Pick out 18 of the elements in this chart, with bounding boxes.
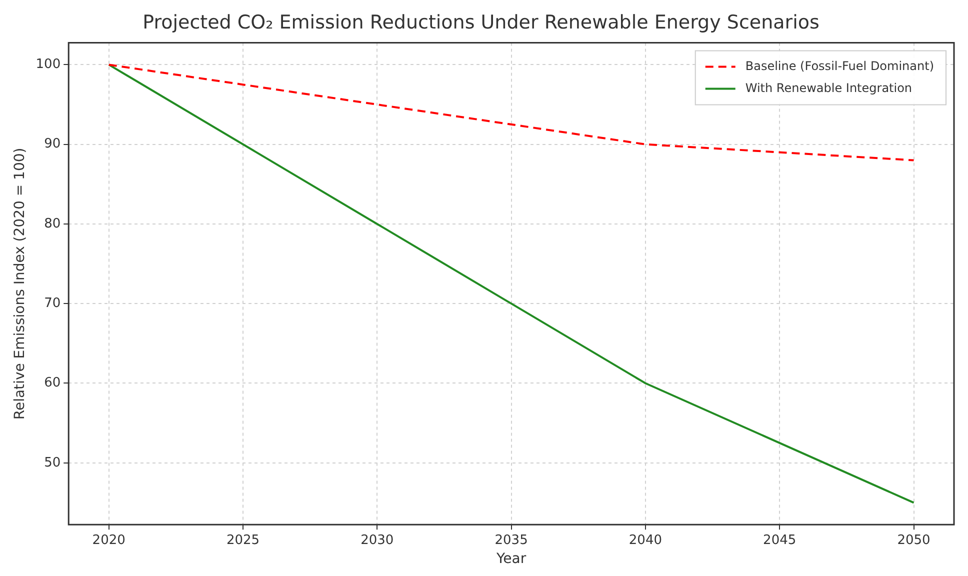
y-tick-label: 70 — [44, 296, 61, 311]
legend-label: Baseline (Fossil-Fuel Dominant) — [745, 58, 934, 73]
y-tick-label: 90 — [44, 136, 61, 152]
y-tick-label: 100 — [36, 57, 61, 72]
x-tick-label: 2035 — [494, 532, 528, 548]
x-axis-title: Year — [495, 551, 526, 568]
x-tick-label: 2030 — [360, 532, 394, 548]
x-tick-label: 2050 — [897, 532, 930, 548]
y-tick-label: 80 — [44, 216, 61, 232]
y-tick-label: 50 — [44, 455, 61, 470]
x-tick-label: 2020 — [92, 532, 126, 548]
legend-label: With Renewable Integration — [745, 80, 912, 95]
y-axis-title: Relative Emissions Index (2020 = 100) — [12, 148, 28, 420]
y-tick-label: 60 — [44, 376, 61, 391]
x-tick-label: 2025 — [226, 532, 260, 548]
x-tick-label: 2045 — [763, 532, 796, 548]
chart-title: Projected CO₂ Emission Reductions Under Renewable Energy Scenarios — [142, 11, 820, 34]
x-tick-label: 2040 — [628, 532, 662, 548]
